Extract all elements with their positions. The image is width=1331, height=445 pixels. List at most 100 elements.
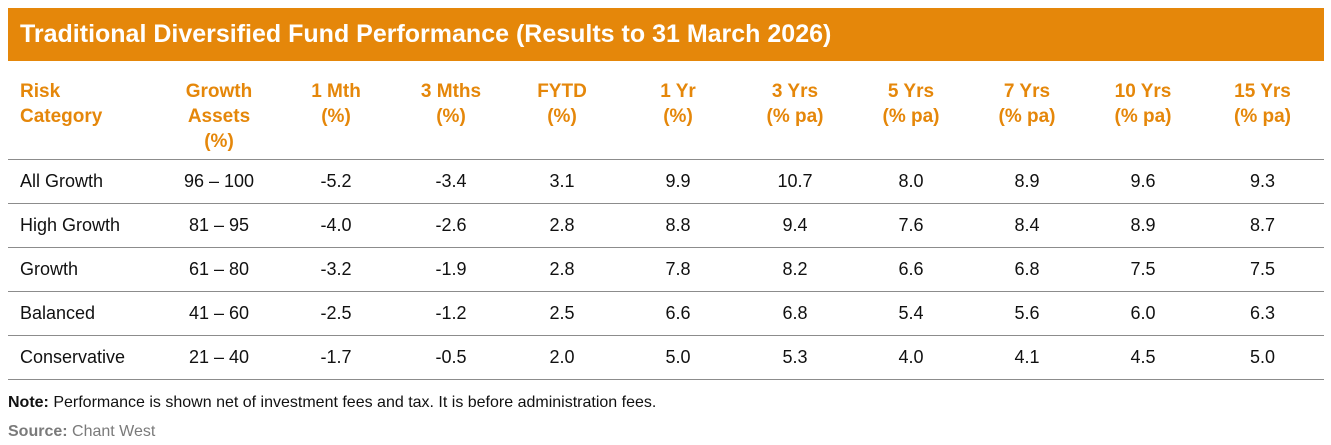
table-row: Balanced 41 – 60 -2.5 -1.2 2.5 6.6 6.8 5.4 5.6 6.… <box>8 291 1324 336</box>
footnote: Note: Performance is shown net of invest… <box>8 394 656 412</box>
growth-assets-cell: 96 – 100 <box>163 159 275 204</box>
column-header-5: 1 Yr (%) <box>619 68 737 160</box>
return-value-cell: 5.6 <box>969 291 1085 336</box>
column-header-line: (% pa) <box>1234 106 1291 127</box>
return-value-cell: 9.4 <box>737 203 853 248</box>
return-value-cell: 5.0 <box>619 335 737 380</box>
column-header-3: 3 Mths (%) <box>397 68 505 160</box>
return-value-cell: 7.5 <box>1201 247 1324 292</box>
column-header-line: Assets <box>187 106 251 127</box>
return-value-cell: 8.7 <box>1201 203 1324 248</box>
return-value-cell: 8.2 <box>737 247 853 292</box>
return-value-cell: 5.3 <box>737 335 853 380</box>
column-header-line: Risk <box>20 81 61 102</box>
return-value-cell: 6.3 <box>1201 291 1324 336</box>
growth-assets-cell: 61 – 80 <box>163 247 275 292</box>
column-header-line: 15 Yrs <box>1234 81 1291 102</box>
column-header-line: 1 Yr <box>660 81 696 102</box>
column-header-line: (% pa) <box>1114 106 1172 127</box>
return-value-cell: 7.6 <box>853 203 969 248</box>
return-value-cell: -3.2 <box>275 247 397 292</box>
return-value-cell: -2.6 <box>397 203 505 248</box>
return-value-cell: 7.8 <box>619 247 737 292</box>
return-value-cell: 2.5 <box>505 291 619 336</box>
column-header-line: (%) <box>204 131 234 152</box>
return-value-cell: 8.4 <box>969 203 1085 248</box>
return-value-cell: -4.0 <box>275 203 397 248</box>
return-value-cell: 8.8 <box>619 203 737 248</box>
return-value-cell: 8.9 <box>969 159 1085 204</box>
table-row: All Growth 96 – 100 -5.2 -3.4 3.1 9.9 10.7 8.0 8… <box>8 159 1324 204</box>
table-row: Growth 61 – 80 -3.2 -1.9 2.8 7.8 8.2 6.6 6.8 7.5 7… <box>8 247 1324 292</box>
return-value-cell: 5.0 <box>1201 335 1324 380</box>
return-value-cell: -0.5 <box>397 335 505 380</box>
return-value-cell: -1.9 <box>397 247 505 292</box>
column-header-8: 7 Yrs (% pa) <box>969 68 1085 160</box>
return-value-cell: 8.9 <box>1085 203 1201 248</box>
column-header-line: Category <box>20 106 103 127</box>
table-title: Traditional Diversified Fund Performance… <box>8 8 1324 61</box>
note-text: Performance is shown net of investment f… <box>48 394 657 411</box>
growth-assets-cell: 41 – 60 <box>163 291 275 336</box>
source-label: Source: <box>8 423 68 440</box>
return-value-cell: 4.5 <box>1085 335 1201 380</box>
column-header-2: 1 Mth (%) <box>275 68 397 160</box>
return-value-cell: 6.6 <box>853 247 969 292</box>
return-value-cell: 9.6 <box>1085 159 1201 204</box>
risk-category-cell: Balanced <box>8 291 163 336</box>
source-text: Chant West <box>67 423 156 440</box>
column-header-line: 10 Yrs <box>1114 81 1172 102</box>
table-row: High Growth 81 – 95 -4.0 -2.6 2.8 8.8 9.4 7.6 8.… <box>8 203 1324 248</box>
return-value-cell: 7.5 <box>1085 247 1201 292</box>
growth-assets-cell: 81 – 95 <box>163 203 275 248</box>
return-value-cell: -3.4 <box>397 159 505 204</box>
return-value-cell: 2.8 <box>505 247 619 292</box>
risk-category-cell: All Growth <box>8 159 163 204</box>
column-header-line: (%) <box>321 106 351 127</box>
column-header-line: (%) <box>436 106 466 127</box>
return-value-cell: 3.1 <box>505 159 619 204</box>
column-header-9: 10 Yrs (% pa) <box>1085 68 1201 160</box>
column-header-1: Growth Assets (%) <box>163 68 275 160</box>
return-value-cell: -1.7 <box>275 335 397 380</box>
performance-table: Risk Category Growth Assets (%) 1 Mth (%) 3 Mth… <box>8 68 1324 380</box>
table-row: Conservative 21 – 40 -1.7 -0.5 2.0 5.0 5.3 4.0 4… <box>8 335 1324 380</box>
return-value-cell: 6.6 <box>619 291 737 336</box>
column-header-line: FYTD <box>537 81 587 102</box>
return-value-cell: 4.1 <box>969 335 1085 380</box>
risk-category-cell: Conservative <box>8 335 163 380</box>
return-value-cell: 9.9 <box>619 159 737 204</box>
return-value-cell: 8.0 <box>853 159 969 204</box>
return-value-cell: 6.8 <box>737 291 853 336</box>
column-header-line: (% pa) <box>998 106 1056 127</box>
column-header-line: 1 Mth <box>311 81 361 102</box>
return-value-cell: 5.4 <box>853 291 969 336</box>
risk-category-cell: Growth <box>8 247 163 292</box>
table-body: All Growth 96 – 100 -5.2 -3.4 3.1 9.9 10.7 8.0 8… <box>8 159 1324 380</box>
return-value-cell: 2.0 <box>505 335 619 380</box>
note-label: Note: <box>8 394 49 411</box>
column-header-4: FYTD (%) <box>505 68 619 160</box>
column-header-0: Risk Category <box>8 68 163 160</box>
return-value-cell: 6.8 <box>969 247 1085 292</box>
column-header-line: (%) <box>547 106 577 127</box>
header-row: Risk Category Growth Assets (%) 1 Mth (%) 3 Mth… <box>8 68 1324 160</box>
growth-assets-cell: 21 – 40 <box>163 335 275 380</box>
column-header-7: 5 Yrs (% pa) <box>853 68 969 160</box>
column-header-10: 15 Yrs (% pa) <box>1201 68 1324 160</box>
column-header-line: Growth <box>185 81 253 102</box>
return-value-cell: 9.3 <box>1201 159 1324 204</box>
column-header-line: (% pa) <box>882 106 940 127</box>
column-header-line: (%) <box>663 106 693 127</box>
column-header-line: 3 Mths <box>420 81 482 102</box>
return-value-cell: 10.7 <box>737 159 853 204</box>
return-value-cell: -1.2 <box>397 291 505 336</box>
column-header-line: 7 Yrs <box>1003 81 1051 102</box>
column-header-6: 3 Yrs (% pa) <box>737 68 853 160</box>
column-header-line: (% pa) <box>766 106 824 127</box>
column-header-line: 5 Yrs <box>887 81 935 102</box>
return-value-cell: -5.2 <box>275 159 397 204</box>
return-value-cell: -2.5 <box>275 291 397 336</box>
source-line: Source: Chant West <box>8 423 155 441</box>
column-header-line: 3 Yrs <box>771 81 819 102</box>
